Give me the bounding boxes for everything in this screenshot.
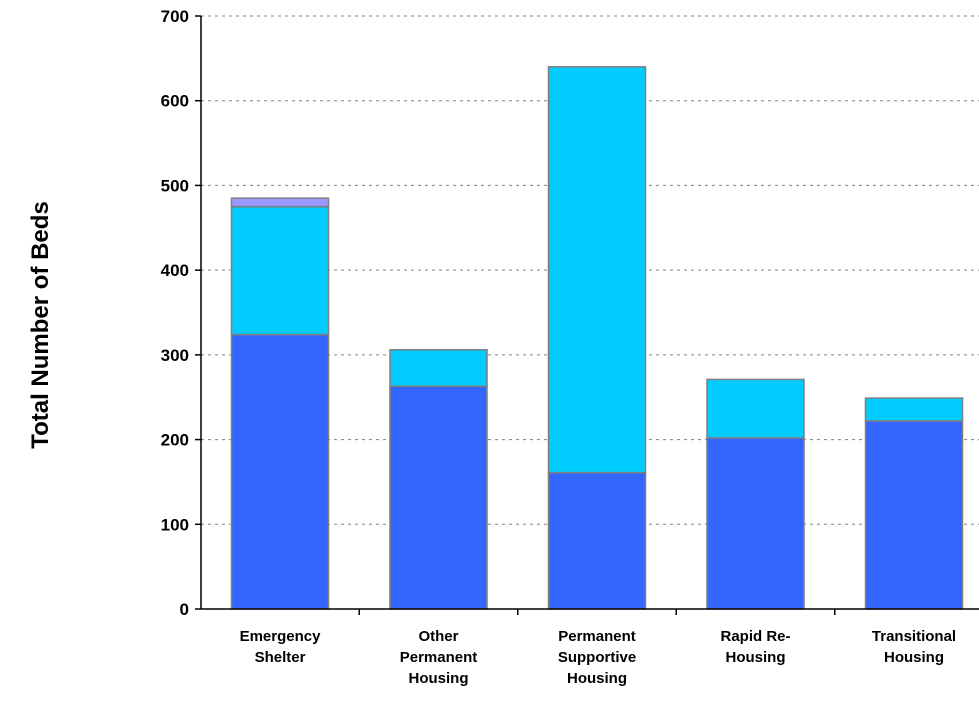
x-category-label: Housing [409, 670, 469, 687]
x-category-label: Permanent [400, 649, 478, 666]
bar-segment [389, 385, 488, 610]
bar-segment [864, 420, 964, 610]
y-tick-label: 700 [161, 7, 189, 26]
x-category-label: Housing [567, 670, 627, 687]
bar-segment [547, 471, 647, 610]
bars [230, 66, 964, 610]
y-tick-label: 100 [161, 515, 189, 534]
bar-segment [547, 66, 647, 474]
x-category-label: Permanent [558, 628, 636, 645]
bar-segment [230, 205, 330, 336]
x-category-label: Other [418, 628, 458, 645]
gridlines [195, 15, 979, 615]
axes [200, 16, 979, 610]
bar-segment [230, 333, 330, 610]
x-category-labels: Emergency Shelter Other Permanent Housing Per… [240, 628, 957, 687]
y-tick-label: 200 [161, 431, 189, 450]
bar-segment [706, 378, 805, 439]
x-category-label: Transitional [872, 628, 956, 645]
y-tick-labels: 0 100 200 300 400 500 600 700 [161, 7, 189, 619]
y-tick-label: 300 [161, 346, 189, 365]
x-category-label: Housing [726, 649, 786, 666]
y-tick-label: 0 [180, 600, 189, 619]
y-axis-title: Total Number of Beds [27, 201, 54, 449]
x-category-label: Emergency [240, 628, 322, 645]
bar-segment [389, 349, 488, 387]
y-tick-label: 600 [161, 92, 189, 111]
x-category-label: Housing [884, 649, 944, 666]
x-category-label: Supportive [558, 649, 636, 666]
bar-segment [706, 437, 805, 610]
x-category-label: Rapid Re- [720, 628, 790, 645]
y-tick-label: 400 [161, 261, 189, 280]
bar-segment [864, 397, 964, 422]
bar-segment [230, 197, 330, 208]
y-tick-label: 500 [161, 176, 189, 195]
x-category-label: Shelter [255, 649, 306, 666]
